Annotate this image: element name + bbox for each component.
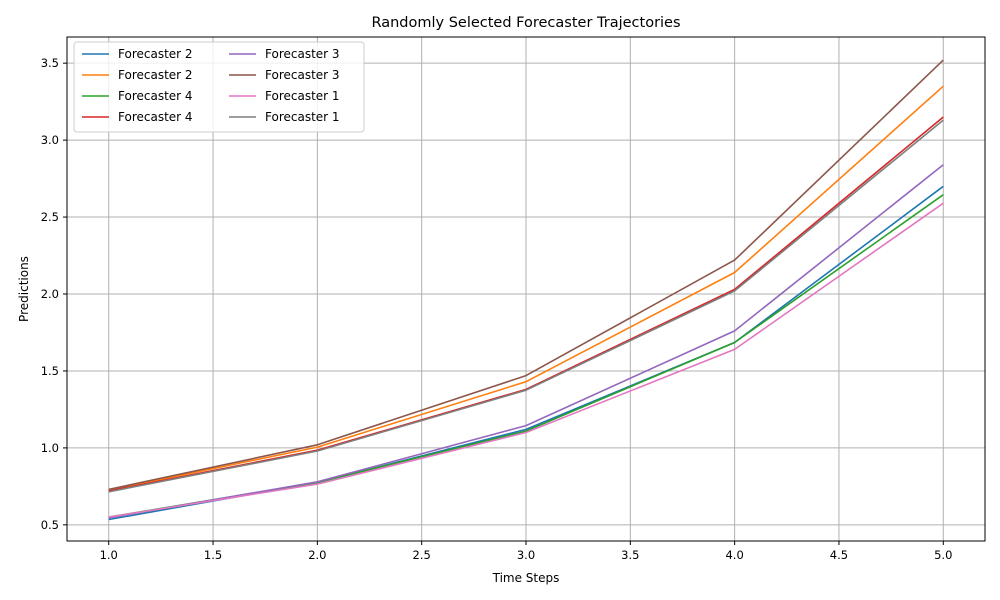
legend-label: Forecaster 3 — [265, 47, 340, 61]
x-tick-label: 5.0 — [934, 548, 952, 562]
legend-label: Forecaster 3 — [265, 68, 340, 82]
y-tick-label: 2.5 — [41, 210, 59, 224]
legend-label: Forecaster 1 — [265, 89, 340, 103]
legend-label: Forecaster 4 — [118, 89, 193, 103]
x-tick-label: 4.0 — [725, 548, 743, 562]
series-line-2 — [108, 85, 944, 491]
legend-label: Forecaster 1 — [265, 110, 340, 124]
x-tick-label: 1.0 — [100, 548, 118, 562]
legend-label: Forecaster 4 — [118, 110, 193, 124]
x-tick-label: 4.5 — [830, 548, 848, 562]
series-line-6 — [108, 59, 944, 491]
series-line-7 — [108, 202, 944, 518]
y-tick-label: 3.5 — [41, 56, 59, 70]
y-tick-label: 0.5 — [41, 518, 59, 532]
x-tick-label: 3.5 — [621, 548, 639, 562]
legend-box — [73, 41, 365, 133]
y-tick-label: 2.0 — [41, 287, 59, 301]
x-axis-label: Time Steps — [492, 571, 560, 585]
legend-label: Forecaster 2 — [118, 47, 193, 61]
y-tick-label: 1.5 — [41, 364, 59, 378]
y-axis-label: Predictions — [17, 256, 31, 322]
x-tick-label: 2.0 — [308, 548, 326, 562]
x-tick-label: 3.0 — [517, 548, 535, 562]
chart-title: Randomly Selected Forecaster Trajectorie… — [371, 15, 680, 31]
y-tick-label: 3.0 — [41, 133, 59, 147]
series-lines — [108, 59, 944, 521]
x-tick-label: 2.5 — [413, 548, 431, 562]
legend-label: Forecaster 2 — [118, 68, 193, 82]
axis-ticks: 1.0 1.5 2.0 2.5 3.0 3.5 4.0 4.5 5.0 0.5 1.0 1.5 2.0 2… — [41, 56, 953, 562]
x-tick-label: 1.5 — [204, 548, 222, 562]
series-line-8 — [108, 119, 944, 493]
legend: Forecaster 2 Forecaster 2 Forecaster 4 Fore… — [73, 41, 365, 133]
y-tick-label: 1.0 — [41, 441, 59, 455]
series-line-5 — [108, 164, 944, 519]
